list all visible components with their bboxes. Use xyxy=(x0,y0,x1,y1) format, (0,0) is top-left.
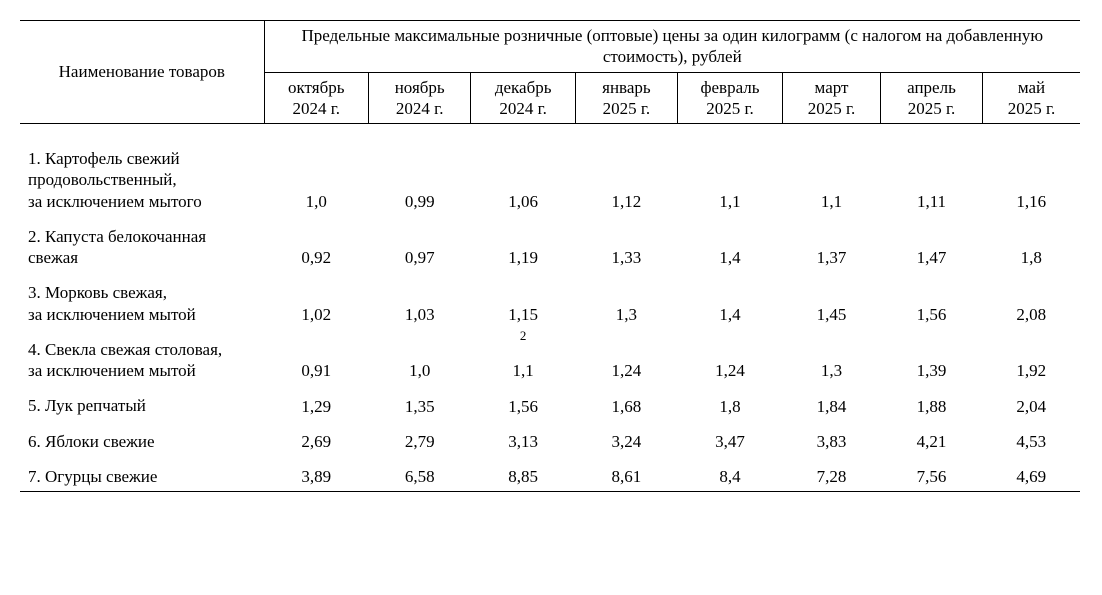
cell-value: 1,12 xyxy=(575,138,677,216)
table-row: 1. Картофель свежийпродовольственный,за … xyxy=(20,138,1080,216)
header-period: март2025 г. xyxy=(783,72,881,124)
table-row: 3. Морковь свежая,за исключением мытой 1… xyxy=(20,272,1080,329)
row-name: 6. Яблоки свежие xyxy=(20,421,264,456)
header-period: декабрь2024 г. xyxy=(471,72,575,124)
cell-value: 1,56 xyxy=(880,272,982,329)
header-period: октябрь2024 г. xyxy=(264,72,368,124)
cell-value: 8,85 xyxy=(471,456,575,492)
cell-value: 1,68 xyxy=(575,385,677,420)
cell-value: 1,06 xyxy=(471,138,575,216)
cell-value: 1,0 xyxy=(264,138,368,216)
cell-value: 6,58 xyxy=(368,456,471,492)
cell-value: 1,3 xyxy=(575,272,677,329)
cell-value: 1,8 xyxy=(677,385,782,420)
cell-value: 1,02 xyxy=(264,272,368,329)
table-row: 4. Свекла свежая столовая,за исключением… xyxy=(20,329,1080,386)
cell-value: 4,69 xyxy=(983,456,1080,492)
cell-value: 7,28 xyxy=(783,456,881,492)
cell-value: 3,89 xyxy=(264,456,368,492)
row-name: 3. Морковь свежая,за исключением мытой xyxy=(20,272,264,329)
cell-value: 1,45 xyxy=(783,272,881,329)
table-row: 5. Лук репчатый 1,29 1,35 1,56 1,68 1,8 … xyxy=(20,385,1080,420)
cell-value: 2,08 xyxy=(983,272,1080,329)
header-period: ноябрь2024 г. xyxy=(368,72,471,124)
cell-value: 8,61 xyxy=(575,456,677,492)
table-body: 1. Картофель свежийпродовольственный,за … xyxy=(20,124,1080,492)
cell-value: 3,83 xyxy=(783,421,881,456)
cell-value: 4,21 xyxy=(880,421,982,456)
cell-value: 1,92 xyxy=(983,329,1080,386)
cell-value: 1,29 xyxy=(264,385,368,420)
price-table: Наименование товаров Предельные максимал… xyxy=(20,20,1080,492)
cell-value: 1,24 xyxy=(677,329,782,386)
cell-value: 1,84 xyxy=(783,385,881,420)
cell-value: 1,03 xyxy=(368,272,471,329)
table-row: 7. Огурцы свежие 3,89 6,58 8,85 8,61 8,4… xyxy=(20,456,1080,492)
table-row: 2. Капуста белокочаннаясвежая 0,92 0,97 … xyxy=(20,216,1080,273)
cell-value: 1,8 xyxy=(983,216,1080,273)
cell-value: 1,37 xyxy=(783,216,881,273)
cell-value-text: 1,15 xyxy=(508,305,538,324)
cell-value: 1,33 xyxy=(575,216,677,273)
row-name: 5. Лук репчатый xyxy=(20,385,264,420)
header-period: апрель2025 г. xyxy=(880,72,982,124)
cell-value: 2,79 xyxy=(368,421,471,456)
row-name: 2. Капуста белокочаннаясвежая xyxy=(20,216,264,273)
cell-value: 2,69 xyxy=(264,421,368,456)
cell-value: 1,56 xyxy=(471,385,575,420)
cell-value: 4,53 xyxy=(983,421,1080,456)
cell-value: 0,92 xyxy=(264,216,368,273)
table-header: Наименование товаров Предельные максимал… xyxy=(20,21,1080,124)
cell-value: 1,0 xyxy=(368,329,471,386)
cell-value: 1,4 xyxy=(677,216,782,273)
cell-value: 1,19 xyxy=(471,216,575,273)
header-period: май2025 г. xyxy=(983,72,1080,124)
cell-value: 1,88 xyxy=(880,385,982,420)
cell-value: 1,24 xyxy=(575,329,677,386)
cell-value: 1,39 xyxy=(880,329,982,386)
cell-value: 1,4 xyxy=(677,272,782,329)
cell-value: 3,24 xyxy=(575,421,677,456)
cell-value: 1,11 xyxy=(880,138,982,216)
cell-value: 1,1 xyxy=(783,138,881,216)
cell-value: 1,47 xyxy=(880,216,982,273)
cell-value: 8,4 xyxy=(677,456,782,492)
header-period: февраль2025 г. xyxy=(677,72,782,124)
footnote-mark: 2 xyxy=(520,329,527,342)
row-name: 4. Свекла свежая столовая,за исключением… xyxy=(20,329,264,386)
row-name: 1. Картофель свежийпродовольственный,за … xyxy=(20,138,264,216)
cell-value: 1,15 2 xyxy=(471,272,575,329)
cell-value: 1,1 xyxy=(677,138,782,216)
cell-value: 0,97 xyxy=(368,216,471,273)
cell-value: 0,91 xyxy=(264,329,368,386)
cell-value: 3,47 xyxy=(677,421,782,456)
cell-value: 1,3 xyxy=(783,329,881,386)
cell-value: 1,35 xyxy=(368,385,471,420)
header-name-col: Наименование товаров xyxy=(20,21,264,124)
row-name: 7. Огурцы свежие xyxy=(20,456,264,492)
cell-value: 7,56 xyxy=(880,456,982,492)
cell-value: 0,99 xyxy=(368,138,471,216)
table-row: 6. Яблоки свежие 2,69 2,79 3,13 3,24 3,4… xyxy=(20,421,1080,456)
cell-value: 2,04 xyxy=(983,385,1080,420)
header-spanning: Предельные максимальные розничные (оптов… xyxy=(264,21,1080,73)
header-period: январь2025 г. xyxy=(575,72,677,124)
cell-value: 3,13 xyxy=(471,421,575,456)
cell-value: 1,16 xyxy=(983,138,1080,216)
